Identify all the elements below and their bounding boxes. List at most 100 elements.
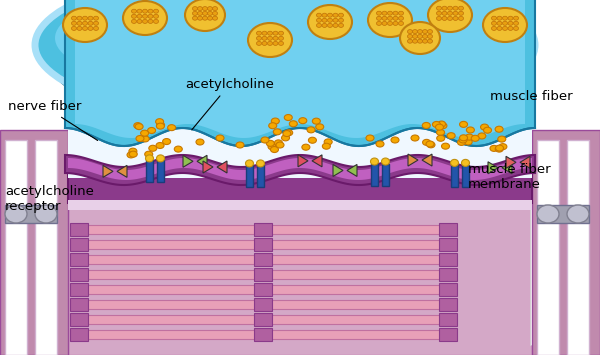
Ellipse shape bbox=[377, 11, 382, 15]
Ellipse shape bbox=[127, 152, 135, 158]
Bar bbox=[42, 145, 64, 345]
Ellipse shape bbox=[157, 123, 164, 129]
Ellipse shape bbox=[148, 127, 155, 133]
Ellipse shape bbox=[508, 16, 513, 20]
Ellipse shape bbox=[453, 6, 458, 10]
Ellipse shape bbox=[285, 130, 293, 136]
Bar bbox=[371, 164, 378, 186]
Ellipse shape bbox=[299, 118, 307, 124]
Ellipse shape bbox=[458, 6, 464, 10]
Ellipse shape bbox=[422, 34, 427, 38]
Ellipse shape bbox=[322, 143, 331, 149]
Ellipse shape bbox=[77, 16, 82, 20]
Ellipse shape bbox=[283, 131, 291, 137]
Ellipse shape bbox=[453, 11, 458, 15]
Ellipse shape bbox=[313, 118, 320, 124]
Polygon shape bbox=[68, 115, 532, 178]
Ellipse shape bbox=[236, 142, 244, 148]
Ellipse shape bbox=[83, 16, 88, 20]
Ellipse shape bbox=[174, 146, 182, 152]
Ellipse shape bbox=[460, 135, 467, 141]
Ellipse shape bbox=[208, 16, 212, 20]
Ellipse shape bbox=[245, 160, 254, 167]
Ellipse shape bbox=[453, 16, 458, 20]
Ellipse shape bbox=[317, 18, 322, 22]
Ellipse shape bbox=[461, 159, 470, 166]
Ellipse shape bbox=[77, 26, 82, 31]
Ellipse shape bbox=[216, 135, 224, 141]
Ellipse shape bbox=[196, 139, 204, 145]
Ellipse shape bbox=[439, 123, 447, 129]
Text: muscle fiber: muscle fiber bbox=[490, 90, 572, 103]
Ellipse shape bbox=[322, 18, 327, 22]
Ellipse shape bbox=[514, 26, 518, 31]
Ellipse shape bbox=[458, 11, 464, 15]
Text: nerve fiber: nerve fiber bbox=[8, 100, 98, 141]
Ellipse shape bbox=[274, 129, 281, 135]
Bar bbox=[8, 145, 36, 345]
Bar bbox=[439, 253, 457, 266]
Ellipse shape bbox=[268, 31, 272, 35]
Bar bbox=[270, 285, 440, 294]
Bar bbox=[462, 165, 469, 187]
Ellipse shape bbox=[83, 26, 88, 31]
Ellipse shape bbox=[391, 137, 399, 143]
Ellipse shape bbox=[143, 9, 148, 13]
Ellipse shape bbox=[382, 21, 387, 26]
Bar bbox=[254, 238, 272, 251]
Ellipse shape bbox=[366, 135, 374, 141]
Ellipse shape bbox=[413, 34, 418, 38]
Ellipse shape bbox=[208, 7, 212, 11]
Bar bbox=[85, 240, 255, 249]
Bar bbox=[70, 268, 88, 281]
Ellipse shape bbox=[273, 36, 278, 40]
Ellipse shape bbox=[413, 39, 418, 43]
Ellipse shape bbox=[135, 124, 143, 130]
Bar bbox=[68, 140, 532, 178]
Bar bbox=[439, 223, 457, 236]
Ellipse shape bbox=[491, 21, 497, 25]
Bar bbox=[530, 145, 552, 345]
Ellipse shape bbox=[129, 151, 137, 157]
Polygon shape bbox=[117, 165, 127, 178]
Ellipse shape bbox=[495, 146, 503, 152]
Bar bbox=[254, 283, 272, 296]
Text: acetylcholine
receptor: acetylcholine receptor bbox=[5, 185, 94, 213]
Bar bbox=[70, 298, 88, 311]
Ellipse shape bbox=[437, 121, 446, 127]
Ellipse shape bbox=[498, 136, 506, 142]
Ellipse shape bbox=[328, 18, 332, 22]
Ellipse shape bbox=[388, 16, 392, 20]
Ellipse shape bbox=[491, 26, 497, 31]
Ellipse shape bbox=[262, 36, 267, 40]
Ellipse shape bbox=[393, 16, 398, 20]
Ellipse shape bbox=[368, 3, 412, 37]
Text: acetylcholine: acetylcholine bbox=[185, 78, 274, 130]
Bar bbox=[68, 175, 532, 203]
Ellipse shape bbox=[157, 155, 164, 162]
Ellipse shape bbox=[154, 9, 158, 13]
Ellipse shape bbox=[136, 136, 144, 142]
Ellipse shape bbox=[338, 18, 343, 22]
Ellipse shape bbox=[328, 23, 332, 27]
Ellipse shape bbox=[50, 0, 510, 130]
Ellipse shape bbox=[70, 0, 490, 110]
Bar bbox=[35, 140, 57, 355]
Ellipse shape bbox=[167, 125, 176, 131]
Bar bbox=[70, 253, 88, 266]
Bar bbox=[257, 165, 264, 187]
Bar bbox=[254, 298, 272, 311]
Bar bbox=[254, 223, 272, 236]
Bar bbox=[270, 315, 440, 324]
Bar bbox=[254, 328, 272, 341]
Bar bbox=[254, 268, 272, 281]
Polygon shape bbox=[0, 140, 70, 355]
Ellipse shape bbox=[422, 122, 430, 129]
Bar bbox=[85, 315, 255, 324]
Bar bbox=[70, 313, 88, 326]
Bar bbox=[439, 328, 457, 341]
Ellipse shape bbox=[273, 42, 278, 45]
Ellipse shape bbox=[302, 144, 310, 150]
Ellipse shape bbox=[193, 16, 197, 20]
Ellipse shape bbox=[333, 13, 338, 17]
